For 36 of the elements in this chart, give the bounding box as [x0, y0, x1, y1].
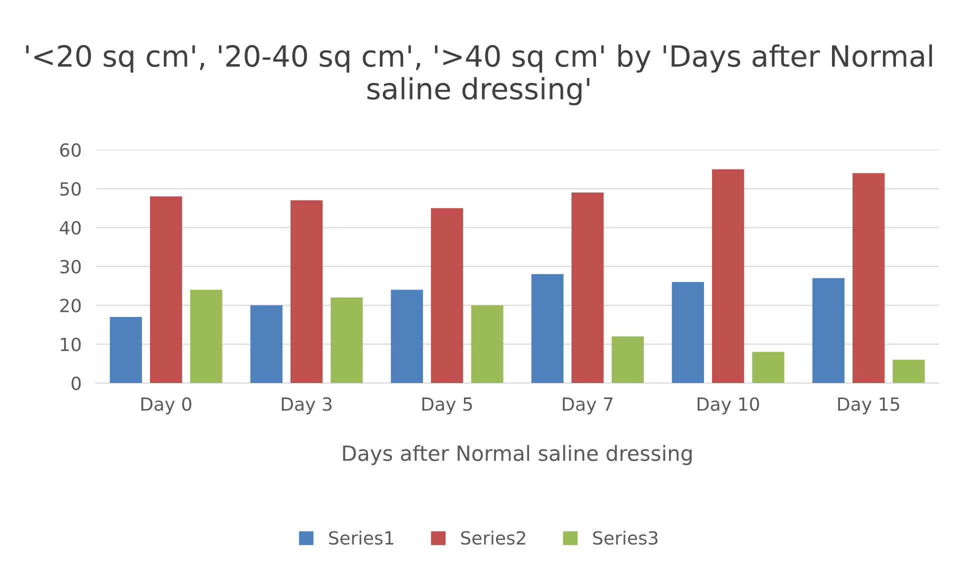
x-tick-label: Day 3: [282, 397, 332, 414]
x-tick-label: Day 15: [838, 397, 900, 414]
x-tick-label: Day 5: [422, 397, 472, 414]
y-tick-label: 60: [60, 143, 81, 157]
bar: [612, 336, 644, 384]
bar: [390, 290, 423, 384]
bar: [672, 282, 704, 384]
y-tick-label: 50: [60, 182, 81, 196]
x-tick-label: Day 10: [698, 397, 760, 414]
bar: [712, 169, 744, 384]
y-tick-label: 40: [60, 220, 81, 235]
bar: [431, 208, 464, 384]
bar: [752, 352, 784, 384]
bar: [250, 305, 282, 384]
bar: [531, 274, 564, 384]
chart-title: '<20 sq cm', '20-40 sq cm', '>40 sq cm' by 'Days after Normal saline dressing': [26, 44, 932, 106]
y-tick-label: 10: [60, 338, 81, 352]
legend-label: Series2: [461, 530, 526, 545]
bar: [290, 200, 323, 384]
bar: [892, 360, 925, 384]
y-tick-label: 0: [72, 376, 81, 390]
y-tick-label: 30: [60, 260, 81, 274]
x-tick-label: Day 0: [141, 397, 192, 414]
bar: [110, 316, 142, 384]
x-axis-title: Days after Normal saline dressing: [343, 444, 692, 466]
y-tick-label: 20: [60, 298, 81, 312]
legend-label: Series3: [593, 530, 658, 545]
bar: [150, 196, 182, 384]
legend-label: Series1: [329, 530, 394, 545]
bar: [852, 173, 885, 384]
bar: [471, 305, 504, 384]
bar: [330, 298, 363, 384]
bar: [572, 192, 604, 384]
x-tick-label: Day 7: [562, 397, 612, 414]
bar: [812, 278, 844, 384]
bar: [190, 290, 222, 384]
